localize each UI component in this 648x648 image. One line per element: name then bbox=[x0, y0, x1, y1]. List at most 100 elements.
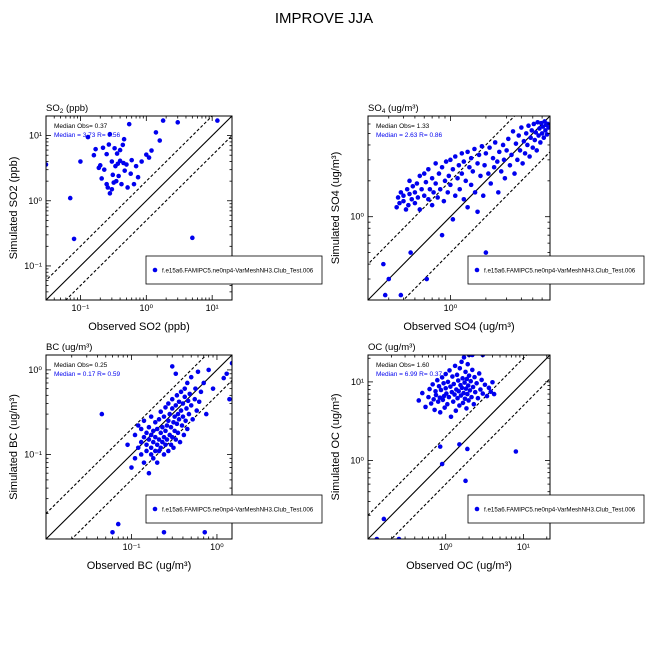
data-point bbox=[161, 452, 167, 457]
data-point bbox=[460, 400, 466, 406]
data-point bbox=[184, 406, 189, 411]
data-point bbox=[472, 374, 477, 380]
data-point bbox=[439, 164, 445, 170]
y-axis-label: Simulated BC (ug/m³) bbox=[8, 394, 20, 500]
data-point bbox=[183, 418, 188, 424]
plot-frame bbox=[367, 115, 551, 301]
data-point bbox=[531, 121, 537, 127]
data-point bbox=[117, 147, 123, 153]
data-point bbox=[435, 377, 440, 383]
data-point bbox=[215, 118, 220, 123]
data-point bbox=[179, 423, 185, 428]
plot-frame bbox=[45, 115, 233, 301]
data-point bbox=[537, 126, 542, 131]
data-point bbox=[414, 181, 420, 186]
data-point bbox=[456, 388, 461, 394]
data-point bbox=[512, 171, 517, 176]
plot-frame bbox=[367, 354, 551, 540]
data-point bbox=[124, 162, 129, 167]
data-point bbox=[469, 394, 474, 400]
data-point bbox=[163, 442, 168, 448]
data-point bbox=[144, 152, 149, 157]
panel-title: SO2 (ppb) bbox=[46, 103, 88, 115]
data-point bbox=[464, 406, 469, 411]
data-point bbox=[544, 132, 550, 137]
data-point bbox=[146, 155, 152, 160]
data-point bbox=[227, 396, 232, 402]
data-point bbox=[530, 145, 536, 150]
data-point bbox=[501, 157, 507, 163]
data-point bbox=[461, 196, 467, 202]
data-point bbox=[426, 196, 431, 202]
panel-title: OC (ug/m³) bbox=[368, 342, 416, 353]
data-point bbox=[173, 437, 179, 442]
data-point bbox=[177, 439, 183, 445]
data-point bbox=[126, 121, 132, 127]
data-point bbox=[431, 397, 436, 402]
data-point bbox=[188, 403, 194, 408]
data-point bbox=[535, 119, 540, 125]
data-point bbox=[121, 136, 127, 142]
panel-so2: 10⁻¹ 10⁰ 10¹ 10⁻¹ 10⁰ 10¹ SO2 (ppb) Observed SO… bbox=[8, 103, 323, 333]
data-point bbox=[470, 355, 475, 358]
data-point bbox=[71, 236, 77, 242]
data-point bbox=[515, 157, 520, 163]
lower-factor2-line bbox=[65, 134, 232, 300]
x-tick-label: 10⁰ bbox=[139, 303, 153, 313]
data-point bbox=[91, 152, 97, 158]
data-point bbox=[480, 193, 486, 199]
data-point bbox=[210, 386, 216, 391]
data-point bbox=[463, 369, 468, 375]
data-point bbox=[182, 394, 188, 400]
data-point bbox=[158, 409, 164, 415]
data-point bbox=[398, 190, 404, 195]
data-point bbox=[457, 442, 462, 447]
data-point bbox=[497, 149, 502, 155]
data-point bbox=[154, 442, 160, 448]
data-point bbox=[158, 430, 164, 436]
one-to-one-line bbox=[368, 116, 550, 300]
data-point bbox=[520, 161, 525, 166]
data-point bbox=[135, 445, 141, 451]
data-point bbox=[433, 181, 438, 186]
data-point bbox=[135, 423, 141, 428]
data-point bbox=[519, 125, 524, 130]
legend: f.e15a6.FAMIPC5.ne0np4-VarMeshNH3.Club_T… bbox=[145, 494, 323, 524]
data-point bbox=[522, 151, 528, 156]
data-point bbox=[99, 411, 105, 417]
data-point bbox=[465, 149, 470, 155]
legend-box bbox=[145, 494, 323, 524]
y-tick-label: 10¹ bbox=[351, 377, 364, 387]
data-point bbox=[456, 163, 462, 168]
data-point bbox=[451, 381, 457, 387]
data-point bbox=[483, 151, 489, 156]
x-axis-label: Observed OC (ug/m³) bbox=[406, 560, 512, 572]
data-point bbox=[396, 536, 402, 539]
median-obs-text: Median Obs= 0.25 bbox=[54, 362, 108, 369]
plot-area-oc bbox=[368, 355, 550, 539]
data-point bbox=[428, 401, 434, 406]
data-point bbox=[467, 164, 472, 170]
data-point bbox=[110, 530, 115, 535]
data-point bbox=[133, 163, 139, 169]
data-point bbox=[129, 157, 134, 163]
data-point bbox=[195, 369, 201, 375]
data-point bbox=[450, 399, 456, 404]
panel-oc: 10⁰ 10¹ 10⁰ 10¹ OC (ug/m³) Observed OC (ug/m³… bbox=[330, 342, 645, 572]
data-point bbox=[122, 168, 128, 173]
data-point bbox=[448, 182, 453, 188]
data-point bbox=[429, 176, 435, 181]
data-point bbox=[437, 410, 443, 415]
data-point bbox=[153, 448, 158, 454]
data-point bbox=[516, 133, 522, 138]
data-point bbox=[180, 401, 186, 406]
data-point bbox=[480, 391, 486, 396]
data-point bbox=[416, 398, 422, 403]
data-point bbox=[502, 176, 508, 181]
data-point bbox=[479, 377, 484, 383]
data-point bbox=[532, 137, 538, 143]
data-point bbox=[448, 414, 454, 420]
data-point bbox=[482, 382, 488, 388]
legend-label: f.e15a6.FAMIPC5.ne0np4-VarMeshNH3.Club_T… bbox=[162, 506, 314, 513]
